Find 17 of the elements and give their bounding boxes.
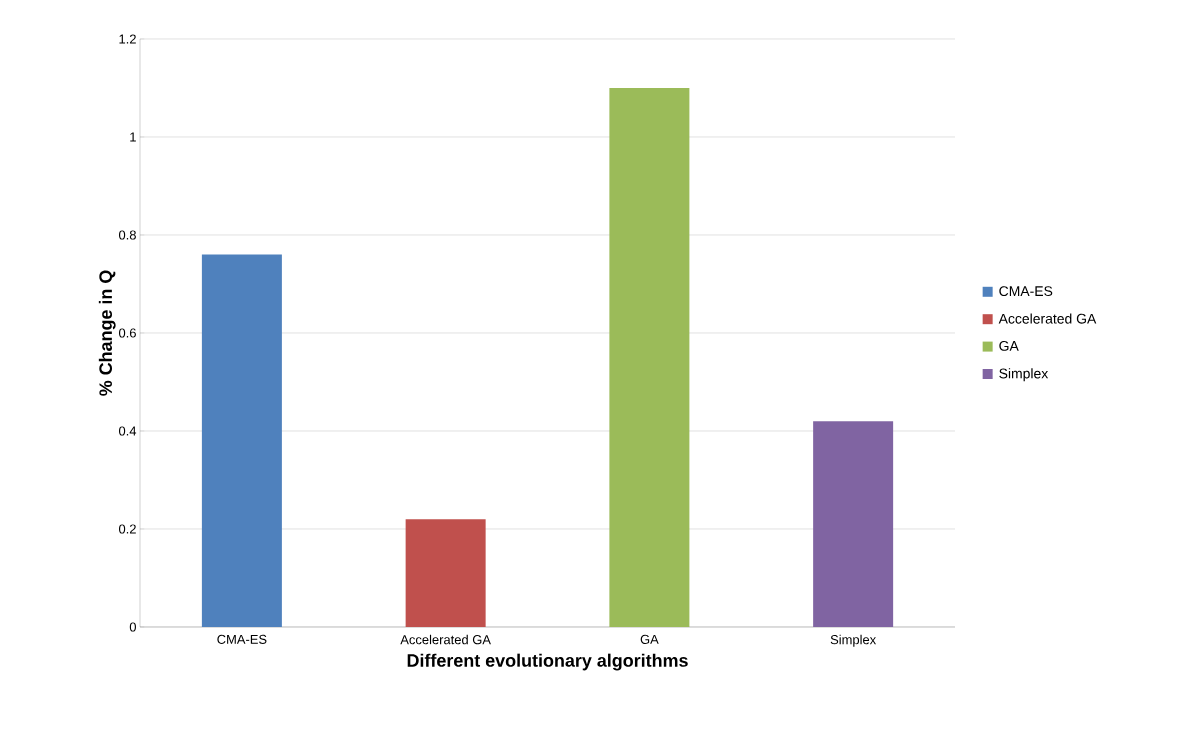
x-tick-label: Simplex xyxy=(830,634,877,647)
legend-label: Simplex xyxy=(999,368,1049,382)
x-axis-title: Different evolutionary algorithms xyxy=(407,653,688,671)
x-tick-label: GA xyxy=(640,634,659,644)
y-tick-label: 0.4 xyxy=(118,426,137,436)
y-axis-title: % Change in Q xyxy=(98,270,116,396)
y-tick-label: 0.6 xyxy=(118,328,136,338)
x-tick-label: CMA-ES xyxy=(217,634,267,644)
y-tick-label: 0 xyxy=(129,622,136,632)
legend-label: GA xyxy=(999,340,1019,351)
y-tick-label: 1 xyxy=(130,132,136,142)
legend-label: CMA-ES xyxy=(999,286,1053,297)
y-tick-label: 1.2 xyxy=(119,34,136,44)
y-tick-label: 0.8 xyxy=(118,230,136,240)
legend-label: Accelerated GA xyxy=(998,313,1097,324)
x-tick-label: Accelerated GA xyxy=(400,634,491,645)
y-tick-label: 0.2 xyxy=(118,524,136,534)
